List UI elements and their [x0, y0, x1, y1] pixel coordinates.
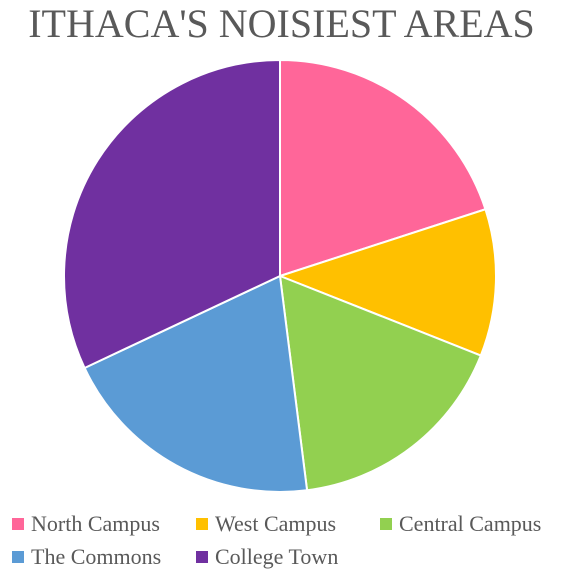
legend-label-north-campus: North Campus	[31, 511, 160, 536]
legend-swatch-college-town	[196, 551, 208, 563]
legend-label-the-commons: The Commons	[31, 544, 162, 569]
pie-slice-west-campus	[277, 207, 497, 357]
pie-slice-the-commons	[83, 274, 309, 493]
pie-slice-north-campus	[279, 58, 487, 278]
legend-label-west-campus: West Campus	[215, 511, 337, 536]
legend-swatch-the-commons	[12, 551, 24, 563]
legend-label-college-town: College Town	[215, 544, 339, 569]
legend-label-central-campus: Central Campus	[399, 511, 542, 536]
pie-chart	[63, 58, 497, 493]
chart-title: ITHACA'S NOISIEST AREAS	[28, 1, 535, 46]
legend-swatch-north-campus	[12, 518, 24, 530]
legend-item-central-campus: Central Campus	[380, 510, 541, 538]
legend-swatch-central-campus	[380, 518, 392, 530]
pie-slice-central-campus	[278, 274, 483, 492]
pie-slice-college-town	[63, 58, 281, 370]
legend-item-college-town: College Town	[196, 543, 338, 571]
legend-swatch-west-campus	[196, 518, 208, 530]
legend-item-west-campus: West Campus	[196, 510, 336, 538]
legend-item-north-campus: North Campus	[12, 510, 160, 538]
legend-item-the-commons: The Commons	[12, 543, 161, 571]
